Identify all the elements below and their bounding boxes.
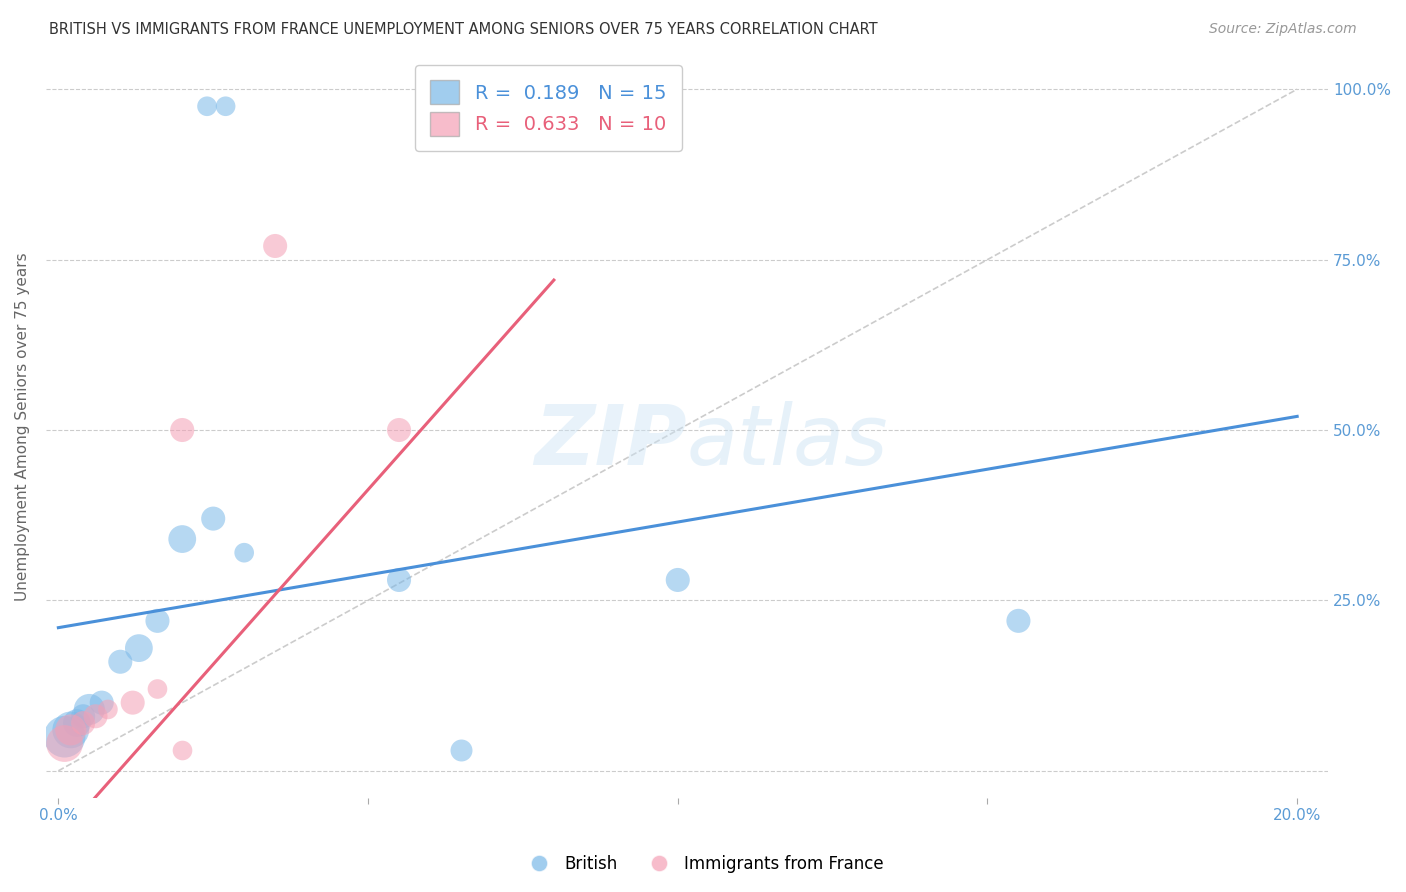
Point: [72, 716, 94, 731]
Point: [195, 99, 218, 113]
Point: [264, 239, 287, 253]
Point: [146, 614, 169, 628]
Point: [172, 743, 194, 757]
Point: [97, 702, 120, 716]
Point: [66, 716, 89, 731]
Point: [53, 737, 76, 751]
Point: [72, 709, 94, 723]
Point: [84, 709, 107, 723]
Text: BRITISH VS IMMIGRANTS FROM FRANCE UNEMPLOYMENT AMONG SENIORS OVER 75 YEARS CORRE: BRITISH VS IMMIGRANTS FROM FRANCE UNEMPL…: [49, 22, 877, 37]
Point: [53, 730, 76, 744]
Point: [388, 423, 411, 437]
Text: ZIP: ZIP: [534, 401, 688, 482]
Point: [128, 641, 150, 656]
Point: [90, 696, 112, 710]
Point: [146, 681, 169, 696]
Text: atlas: atlas: [688, 401, 889, 482]
Legend: R =  0.189   N = 15, R =  0.633   N = 10: R = 0.189 N = 15, R = 0.633 N = 10: [415, 65, 682, 152]
Point: [79, 702, 101, 716]
Point: [59, 723, 82, 737]
Legend: British, Immigrants from France: British, Immigrants from France: [516, 848, 890, 880]
Point: [233, 546, 256, 560]
Point: [666, 573, 689, 587]
Y-axis label: Unemployment Among Seniors over 75 years: Unemployment Among Seniors over 75 years: [15, 252, 30, 601]
Point: [121, 696, 143, 710]
Text: Source: ZipAtlas.com: Source: ZipAtlas.com: [1209, 22, 1357, 37]
Point: [202, 511, 225, 525]
Point: [110, 655, 132, 669]
Point: [214, 99, 236, 113]
Point: [172, 532, 194, 546]
Point: [388, 573, 411, 587]
Point: [172, 423, 194, 437]
Point: [450, 743, 472, 757]
Point: [1007, 614, 1029, 628]
Point: [59, 723, 82, 737]
